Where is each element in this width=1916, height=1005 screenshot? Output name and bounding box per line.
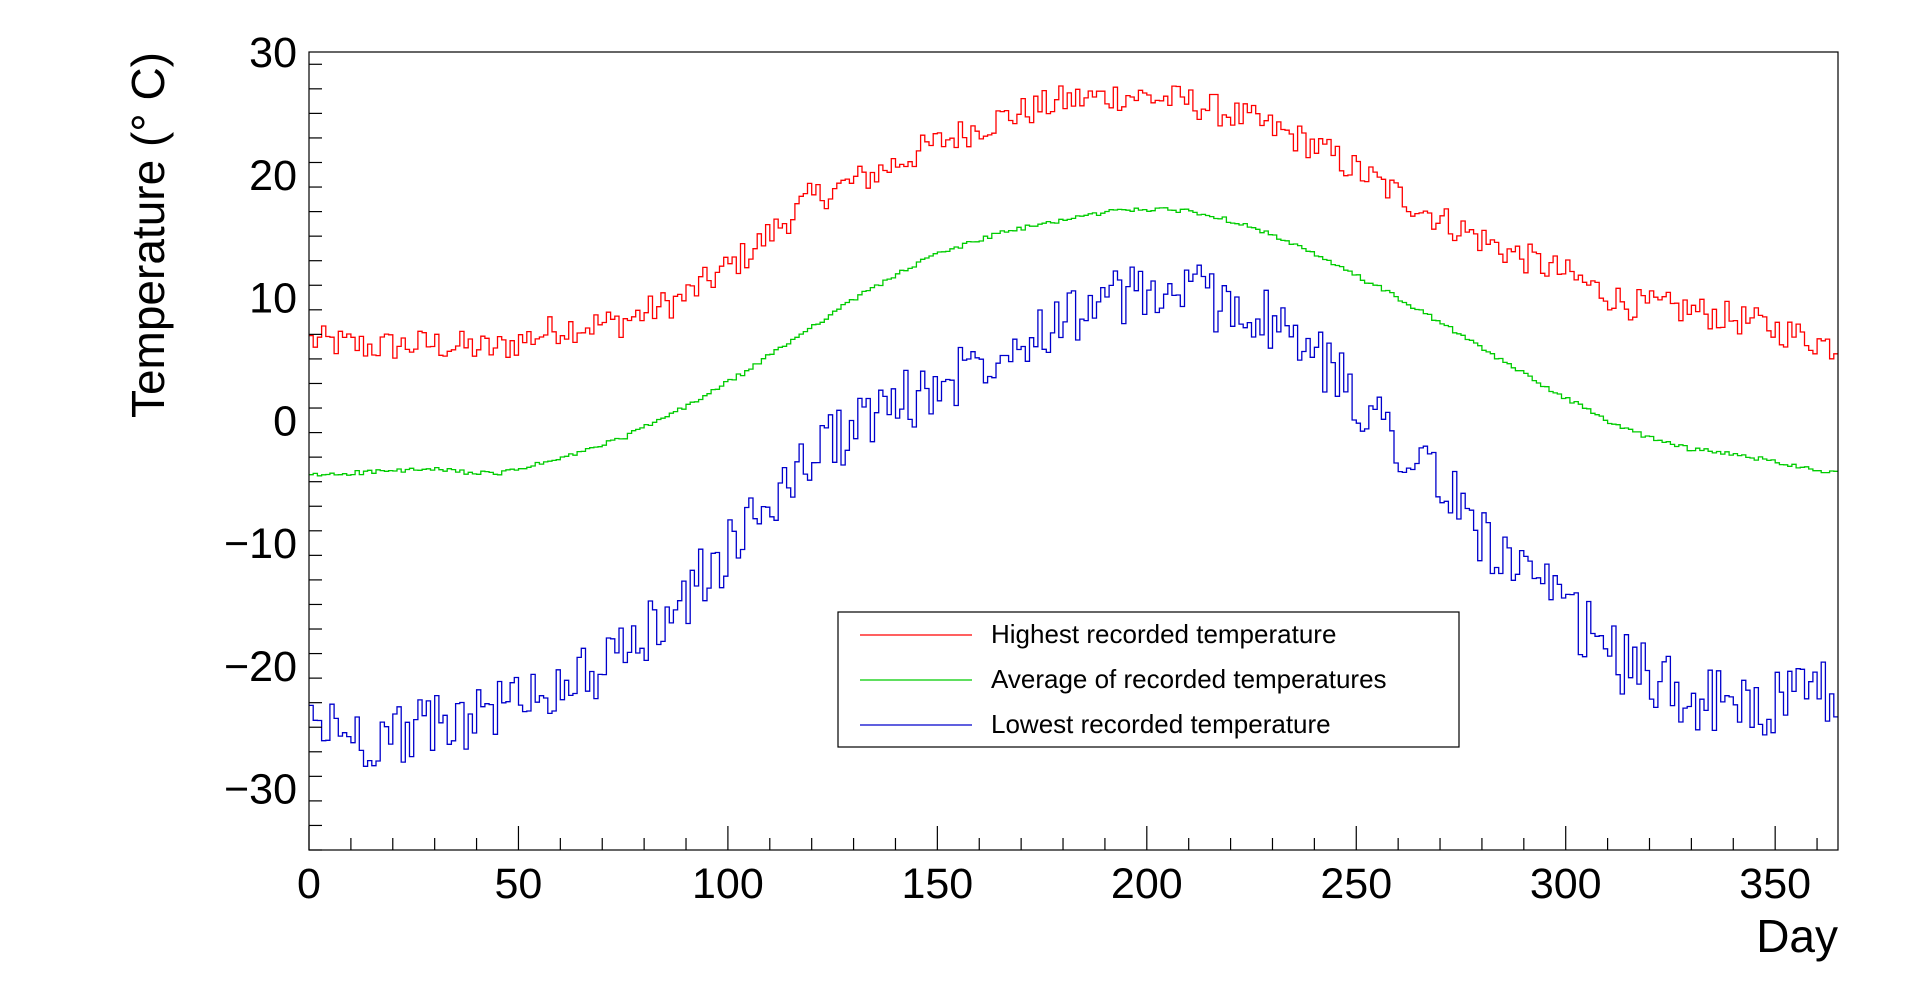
x-tick-label: 0 [297,860,321,908]
x-tick-label: 300 [1530,860,1602,908]
legend-entry: Lowest recorded temperature [860,709,1331,739]
legend: Highest recorded temperature Average of … [837,611,1460,748]
x-tick-label: 100 [692,860,764,908]
legend-label-lowest: Lowest recorded temperature [991,709,1331,739]
x-tick-label: 200 [1111,860,1183,908]
y-tick-label: −30 [224,766,297,814]
x-tick-label: 250 [1320,860,1392,908]
legend-label-average: Average of recorded temperatures [991,664,1387,694]
legend-entry: Highest recorded temperature [860,619,1336,649]
y-tick-label: −20 [224,643,297,691]
y-tick-label: 30 [249,29,297,77]
y-tick-label: 10 [249,275,297,323]
series-layer [309,85,1838,767]
legend-entry: Average of recorded temperatures [860,664,1387,694]
plot-frame [308,51,1839,851]
y-tick-label: 0 [273,397,297,445]
average-temperature-series [309,207,1838,477]
lowest-temperature-series [309,264,1838,767]
axes-layer: 0 50 100 150 200 250 300 350 −30 −20 −10 0 10 20 30 [224,29,1818,908]
highest-temperature-series [309,85,1838,360]
x-tick-label: 150 [901,860,973,908]
y-tick-label: −10 [224,520,297,568]
legend-label-highest: Highest recorded temperature [991,619,1336,649]
x-axis-label: Day [1756,910,1838,962]
y-tick-label: 20 [249,152,297,200]
y-axis-label: Temperature (° C) [122,52,174,418]
x-tick-label: 50 [495,860,543,908]
x-tick-label: 350 [1739,860,1811,908]
